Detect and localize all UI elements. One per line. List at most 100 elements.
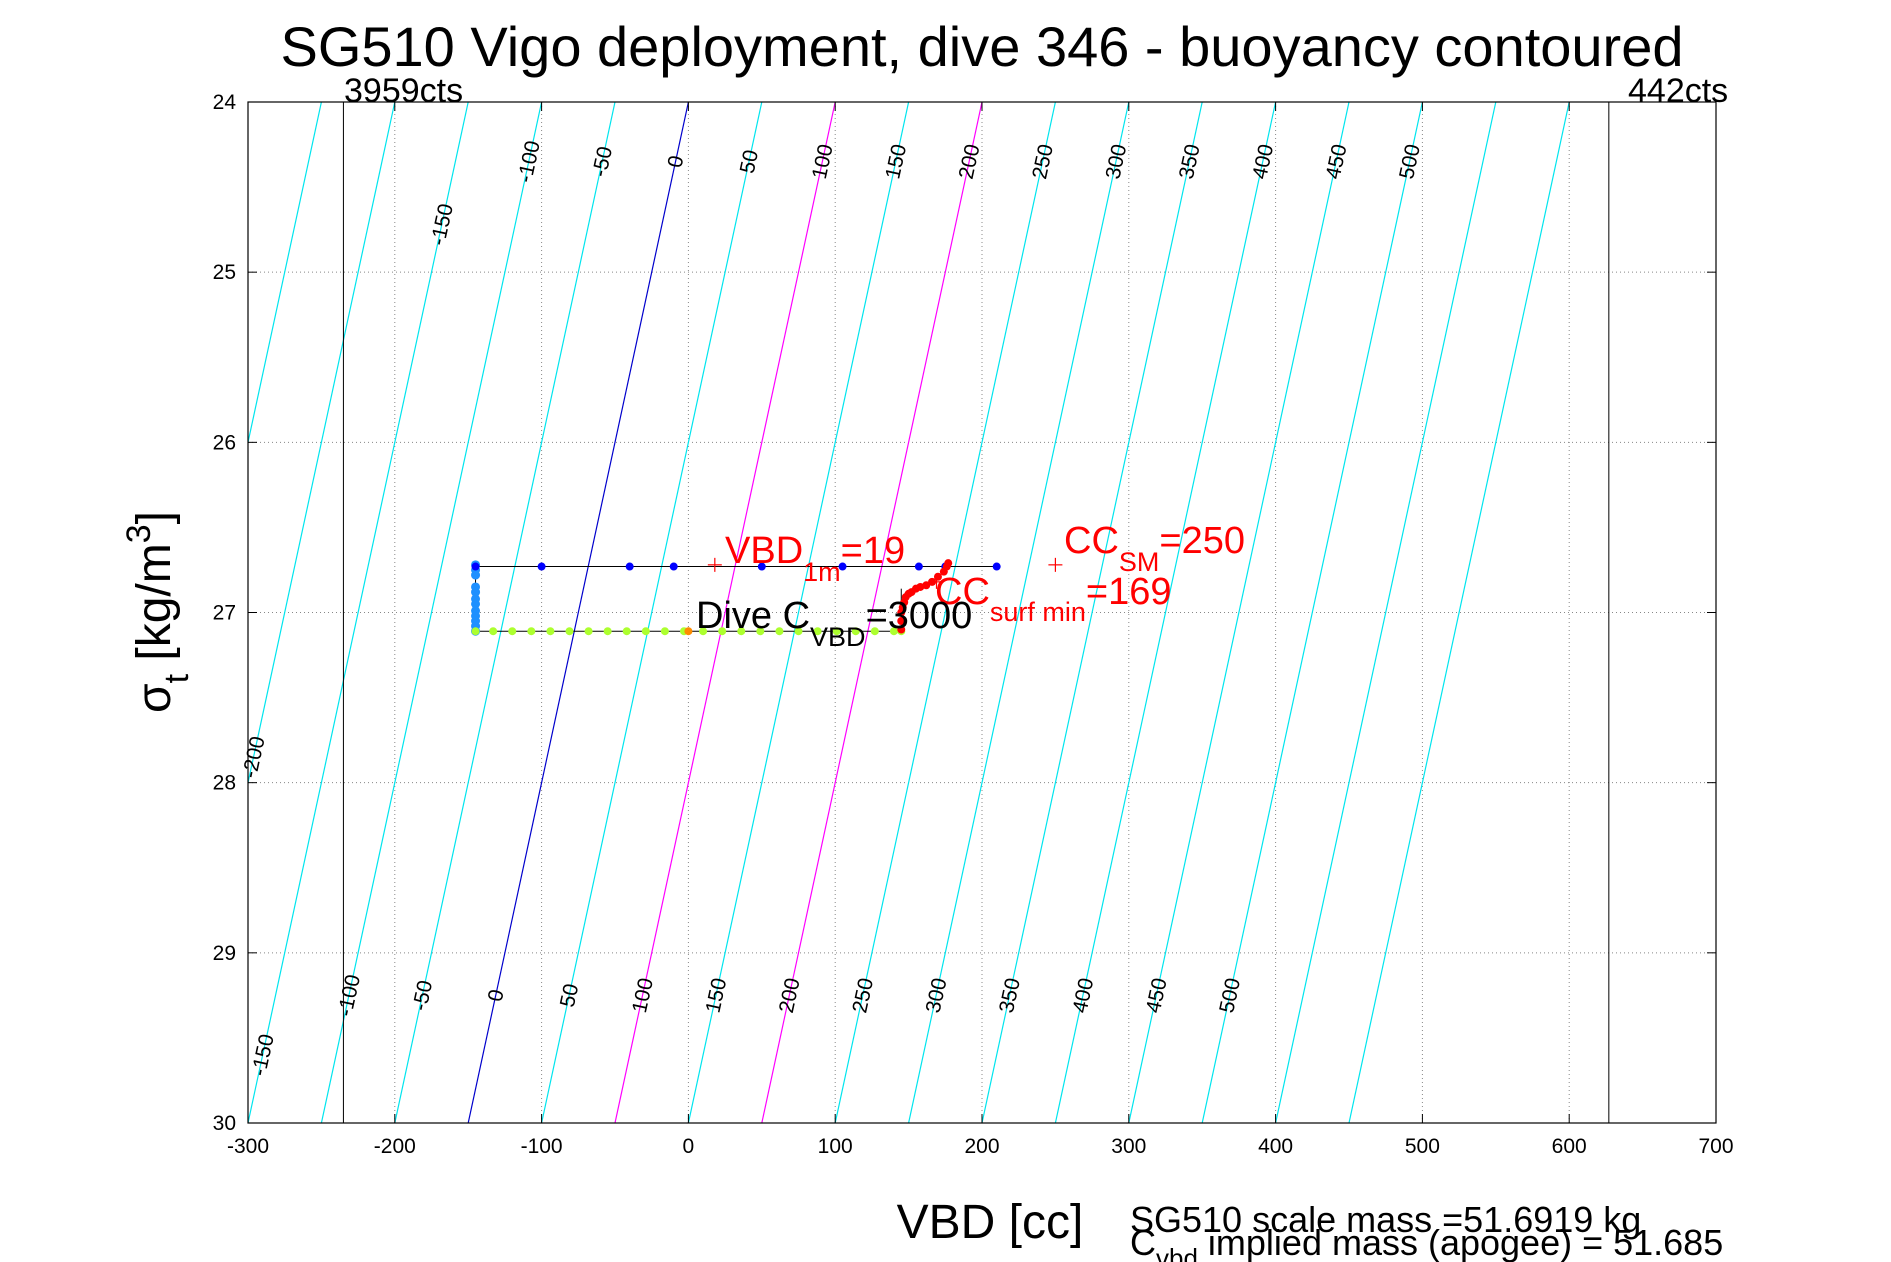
y-tick-label: 28: [213, 772, 236, 795]
contour-labels: -200 -150 -100 -50 0 50 100 150 200 250 300 350 400 4…: [238, 139, 1425, 1078]
data-point-apogee: [625, 562, 634, 571]
contour-line: [1054, 102, 1277, 1123]
contour-label-bottom: -100: [334, 973, 365, 1019]
data-point-bottom: [622, 627, 631, 636]
contour-line: [834, 102, 1056, 1123]
data-point-bottom: [508, 627, 517, 636]
data-point-apogee: [537, 562, 546, 571]
y-tick-label: 30: [213, 1112, 236, 1135]
data-point-bottom: [756, 627, 765, 636]
contour-label-top: 100: [808, 142, 838, 181]
data-point-bottom: [870, 627, 879, 636]
x-tick-label: -200: [374, 1135, 416, 1158]
contour-label-bottom: 350: [995, 976, 1025, 1015]
contour-line: [0, 102, 28, 1123]
x-tick-label: 400: [1258, 1135, 1293, 1158]
chart-title: SG510 Vigo deployment, dive 346 - buoyan…: [280, 15, 1683, 78]
cc-sm-annotation: CCSM=250: [1064, 520, 1245, 577]
data-point-bottom: [832, 627, 841, 636]
y-tick-label: 29: [213, 942, 236, 965]
grid: [248, 102, 1716, 1123]
contour-label-bottom: 400: [1068, 976, 1098, 1015]
contour-label-bottom: -150: [247, 1032, 278, 1078]
contour-label-bottom: 250: [848, 976, 878, 1015]
y-tick-label: 27: [213, 602, 236, 625]
contour-line: [1128, 102, 1350, 1123]
contour-line: [1348, 102, 1570, 1123]
scale-mass-note: SG510 scale mass =51.6919 kg: [1130, 1199, 1641, 1240]
vbd-1m-annotation: VBD1m=19: [725, 530, 905, 587]
data-point-climb: [897, 625, 906, 634]
contour-label-top: 250: [1028, 142, 1058, 181]
dive-trajectory: [471, 559, 1001, 636]
contour-line: [908, 102, 1130, 1123]
contour-label-bottom: 300: [922, 976, 952, 1015]
x-axis-label: VBD [cc]: [897, 1196, 1084, 1249]
contour-line: [248, 102, 469, 1123]
contour-label-bottom: 450: [1142, 976, 1172, 1015]
contour-line: [467, 102, 689, 1123]
data-point-apogee: [757, 562, 766, 571]
data-point-apogee: [669, 562, 678, 571]
x-tick-label: 700: [1698, 1135, 1733, 1158]
contour-line: [1275, 102, 1497, 1123]
x-tick-label: 300: [1111, 1135, 1146, 1158]
vbd-limit-label-high: 442cts: [1628, 72, 1728, 110]
axis-ticks: -300 -200 -100 0 100 200 300 400 500 600 700242526…: [213, 91, 1734, 1158]
contour-label-top: -200: [238, 734, 269, 780]
estimate-markers: [707, 557, 1063, 589]
data-point-bottom: [737, 627, 746, 636]
dive-c-vbd-annotation: Dive CVBD=3000: [696, 595, 972, 652]
contour-label-top: -50: [588, 144, 617, 179]
data-point-apogee: [992, 562, 1001, 571]
contour-label-top: 150: [881, 142, 911, 181]
data-point-bottom: [813, 627, 822, 636]
data-point-climb: [944, 559, 953, 568]
data-point-bottom: [546, 627, 555, 636]
contour-label-top: -150: [427, 202, 458, 248]
y-axis-label: σt [kg/m3]: [120, 511, 196, 713]
y-tick-label: 25: [213, 261, 236, 284]
contour-label-top: 200: [955, 142, 985, 181]
contour-label-bottom: 200: [775, 976, 805, 1015]
contour-label-top: 450: [1322, 142, 1352, 181]
contour-line: [248, 102, 396, 786]
y-tick-label: 24: [213, 91, 237, 114]
data-point-climb: [922, 581, 931, 590]
contour-label-bottom: 50: [556, 982, 583, 1010]
contour-label-top: 50: [736, 148, 763, 176]
data-point-apogee: [838, 562, 847, 571]
data-point-climb: [897, 617, 906, 626]
data-point-bottom: [794, 627, 803, 636]
x-tick-label: 500: [1405, 1135, 1440, 1158]
contour-label-top: -100: [514, 139, 545, 185]
vbd-limit-label-low: 3959cts: [344, 72, 463, 110]
data-point-bottom: [471, 627, 480, 636]
contour-line: [687, 102, 910, 1123]
data-point-descent: [471, 570, 481, 580]
data-point-descent: [471, 599, 481, 609]
implied-mass-note: Cvbd implied mass (apogee) = 51.685: [1130, 1222, 1723, 1262]
contour-line: [614, 102, 836, 1123]
contour-label-top: 350: [1175, 142, 1205, 181]
data-point-bottom: [489, 627, 498, 636]
y-tick-label: 26: [213, 431, 236, 454]
data-point-apogee: [914, 562, 923, 571]
contour-line: [761, 102, 983, 1123]
contour-line: [248, 102, 322, 446]
contour-label-top: 300: [1102, 142, 1132, 181]
x-tick-label: 200: [964, 1135, 999, 1158]
x-tick-label: 100: [818, 1135, 853, 1158]
data-point-apogee: [471, 562, 480, 571]
data-point-bottom: [641, 627, 650, 636]
contour-line: [541, 102, 763, 1123]
x-tick-label: 0: [683, 1135, 695, 1158]
contour-label-bottom: 0: [484, 987, 509, 1003]
data-point-bottom: [584, 627, 593, 636]
x-tick-label: 600: [1552, 1135, 1587, 1158]
contour-line: [981, 102, 1203, 1123]
cc-surf-min-annotation: CCsurf min=169: [935, 571, 1172, 627]
data-point-descent: [471, 587, 481, 597]
data-point-bottom: [775, 627, 784, 636]
